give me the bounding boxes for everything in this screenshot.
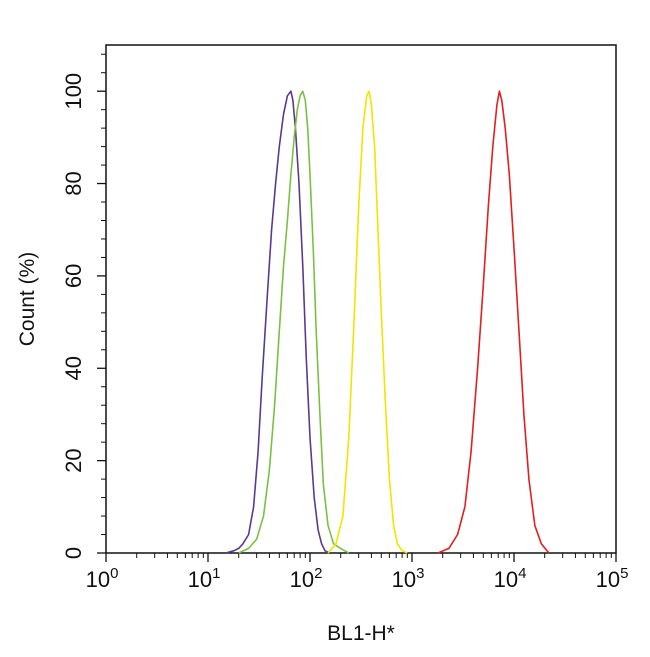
- series-line-3: [327, 90, 408, 554]
- x-tick-label: 104: [494, 565, 527, 592]
- y-tick-label: 40: [61, 356, 86, 380]
- y-tick-label: 100: [61, 73, 86, 110]
- plot-frame: [105, 44, 617, 554]
- x-tick-label: 105: [596, 565, 629, 592]
- x-axis-ticks: 100 101 102 103 104 105: [86, 553, 629, 592]
- x-tick-label: 103: [392, 565, 425, 592]
- y-axis-ticks: 0 20 40 60 80 100: [61, 53, 106, 559]
- y-tick-label: 80: [61, 171, 86, 195]
- y-axis-title: Count (%): [16, 252, 39, 347]
- x-tick-label: 100: [86, 565, 119, 592]
- x-tick-label: 101: [188, 565, 221, 592]
- y-tick-label: 0: [61, 547, 86, 559]
- series-group: [225, 90, 550, 554]
- y-tick-label: 20: [61, 448, 86, 472]
- y-tick-label: 60: [61, 264, 86, 288]
- series-line-2: [238, 90, 350, 554]
- x-axis-title: BL1-H*: [327, 622, 395, 645]
- x-tick-label: 102: [290, 565, 323, 592]
- series-line-1: [225, 90, 330, 554]
- series-line-4: [437, 90, 550, 554]
